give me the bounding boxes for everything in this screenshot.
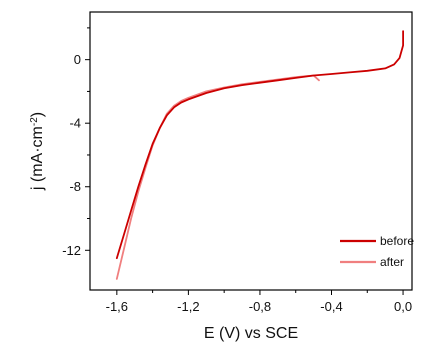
legend-label-before: before <box>380 234 414 248</box>
x-tick-label: 0,0 <box>394 299 412 314</box>
x-ticks: -1,6 -1,2 -0,8 -0,4 0,0 <box>106 290 412 314</box>
y-axis-title-sup: -2 <box>29 117 40 126</box>
y-ticks: -12 -8 -4 0 <box>62 27 90 258</box>
series-line-after <box>115 74 320 280</box>
x-tick-label: -1,2 <box>177 299 199 314</box>
legend: before after <box>340 234 414 269</box>
y-tick-label: -4 <box>69 116 81 131</box>
y-axis-title: j (mA·cm-2) <box>29 112 47 191</box>
y-tick-label: 0 <box>74 52 81 67</box>
series-line-before <box>115 30 405 260</box>
plot-frame <box>89 11 413 291</box>
legend-label-after: after <box>380 255 404 269</box>
x-tick-label: -0,8 <box>249 299 271 314</box>
series-group <box>115 30 405 280</box>
y-axis-title-close: ) <box>29 112 46 117</box>
x-tick-label: -1,6 <box>106 299 128 314</box>
y-tick-label: -12 <box>62 243 81 258</box>
y-tick-label: -8 <box>69 179 81 194</box>
x-tick-label: -0,4 <box>320 299 342 314</box>
x-axis-title: E (V) vs SCE <box>204 325 298 342</box>
y-axis-title-main: j (mA·cm <box>29 126 46 191</box>
